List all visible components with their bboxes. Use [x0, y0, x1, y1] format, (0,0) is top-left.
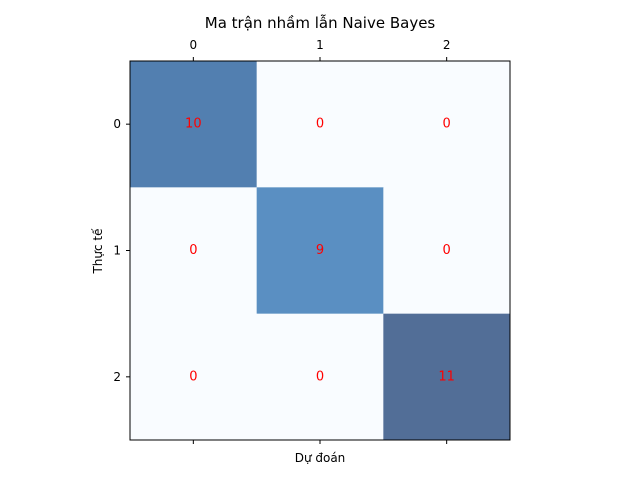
y-axis-ticks: 0 1 2: [113, 117, 130, 384]
heatmap-cell-r0-c1: [256, 61, 384, 188]
x-axis-ticks: 0 1 2: [190, 38, 451, 444]
y-tick-label: 2: [113, 370, 121, 384]
heatmap-cell-r1-c0: [130, 187, 258, 315]
heatmap-cell-r0-c0: [130, 61, 258, 188]
heatmap-cell-r2-c2: [383, 313, 511, 441]
x-axis-label: Dự đoán: [295, 451, 346, 465]
cell-value-label: 0: [443, 243, 451, 258]
cell-value-label: 0: [189, 369, 197, 384]
cell-value-label: 11: [438, 369, 455, 384]
y-tick-label: 0: [113, 117, 121, 131]
heatmap-cell-r2-c0: [130, 313, 258, 441]
heatmap-cell-r1-c1: [256, 187, 384, 315]
chart-title: Ma trận nhầm lẫn Naive Bayes: [205, 14, 436, 32]
heatmap-cells: 10 0 0 0 9 0 0 0 11: [130, 61, 511, 441]
heatmap-cell-r2-c1: [256, 313, 384, 441]
x-tick-label: 2: [443, 38, 451, 52]
x-tick-label: 1: [316, 38, 324, 52]
cell-value-label: 10: [185, 117, 202, 132]
heatmap-cell-r0-c2: [383, 61, 511, 188]
cell-value-label: 0: [316, 369, 324, 384]
y-axis-label: Thực tế: [91, 228, 105, 275]
y-tick-label: 1: [113, 244, 121, 258]
heatmap-cell-r1-c2: [383, 187, 511, 315]
cell-value-label: 0: [443, 117, 451, 132]
cell-value-label: 0: [189, 243, 197, 258]
cell-value-label: 9: [316, 243, 324, 258]
cell-value-label: 0: [316, 117, 324, 132]
x-tick-label: 0: [190, 38, 198, 52]
